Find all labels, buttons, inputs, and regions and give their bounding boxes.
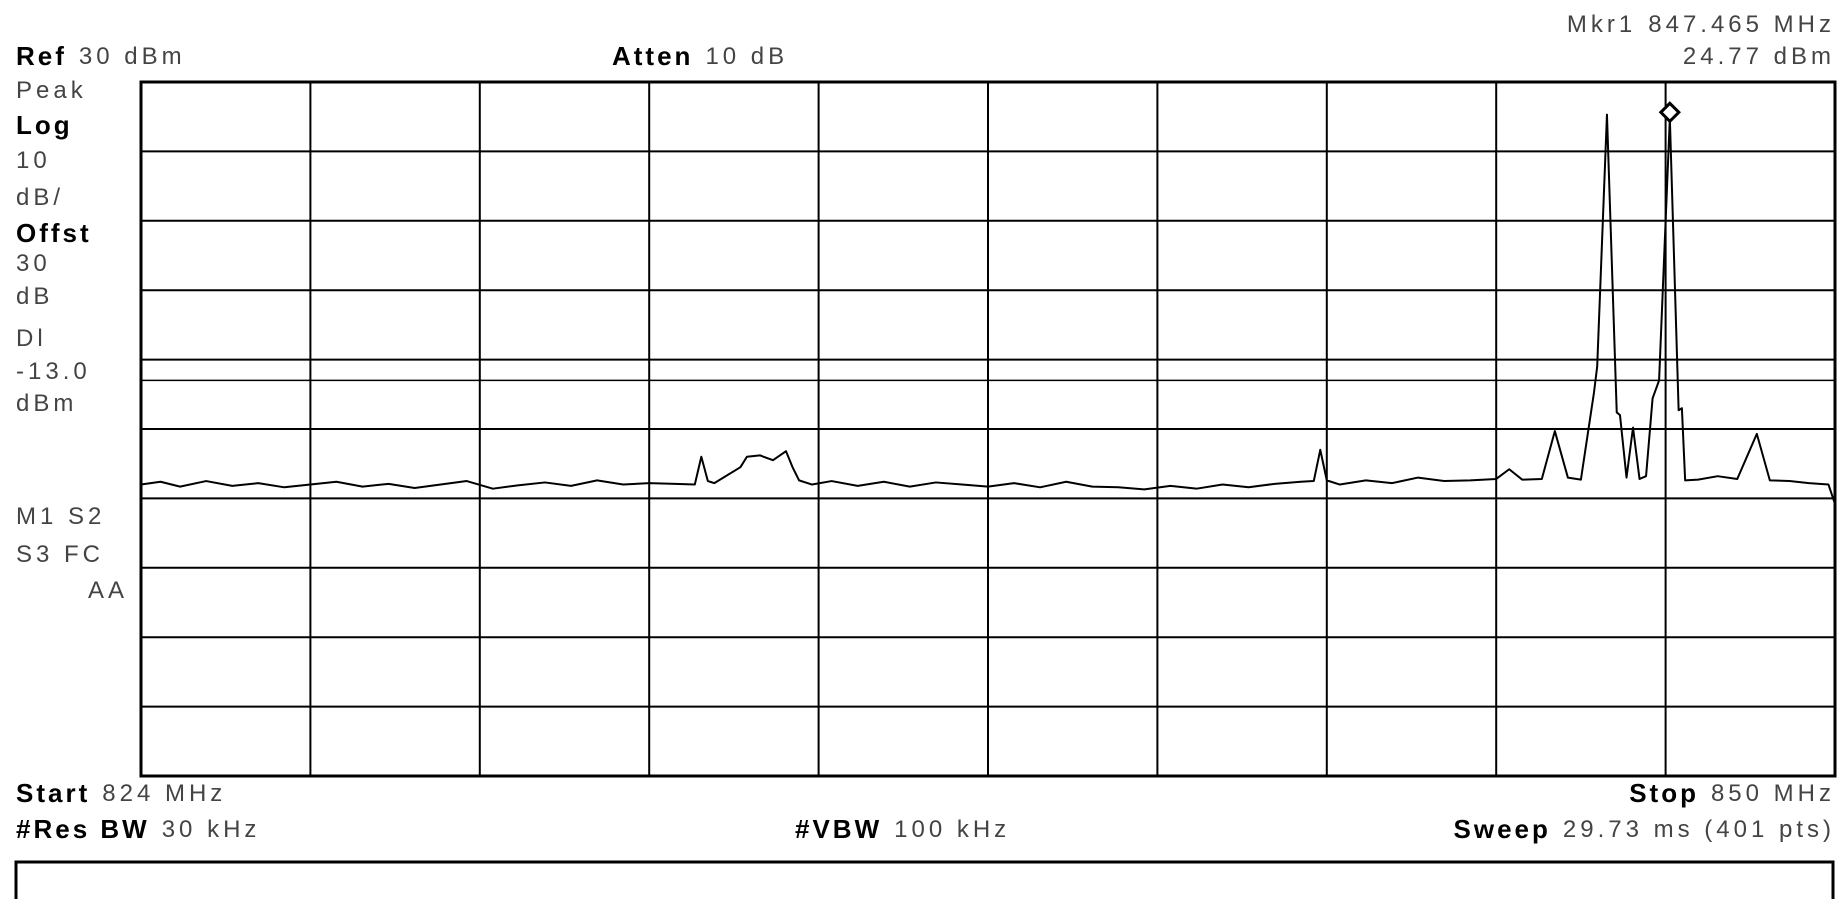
label: Log [16, 110, 73, 140]
trace [140, 113, 1836, 505]
label: Peak [16, 77, 87, 104]
label: Sweep 29.73 ms (401 pts) [1454, 814, 1835, 844]
label-name: Offst [16, 218, 92, 248]
label: 10 [16, 147, 51, 174]
label: -13.0 [16, 358, 91, 385]
label-name: Stop [1629, 778, 1699, 808]
label-value: 30 [16, 250, 51, 277]
label: Stop 850 MHz [1629, 778, 1835, 808]
plot-border [139, 80, 1837, 778]
label-name: #Res BW [16, 814, 150, 844]
label: Dl [16, 325, 47, 352]
label-value: 29.73 ms (401 pts) [1563, 816, 1835, 843]
label-value: AA [88, 577, 128, 604]
label-value: 10 dB [705, 43, 788, 70]
label: #VBW 100 kHz [795, 814, 1010, 844]
label-name: Ref [16, 41, 67, 71]
label-name: Start [16, 778, 90, 808]
label: 30 [16, 250, 51, 277]
label-value: 24.77 dBm [1683, 43, 1835, 70]
label-name: #VBW [795, 814, 882, 844]
label-value: S3 FC [16, 541, 104, 568]
label-value: 30 kHz [162, 816, 261, 843]
label-value: dB/ [16, 184, 64, 211]
label-value: -13.0 [16, 358, 91, 385]
label-value: dBm [16, 390, 77, 417]
label: Atten 10 dB [612, 41, 788, 71]
label: S3 FC [16, 541, 104, 568]
label-name: Atten [612, 41, 693, 71]
label: dBm [16, 390, 77, 417]
label: Start 824 MHz [16, 778, 226, 808]
label-value: dB [16, 283, 53, 310]
label: #Res BW 30 kHz [16, 814, 260, 844]
label-value: 824 MHz [102, 780, 226, 807]
label-value: Dl [16, 325, 47, 352]
label: 24.77 dBm [1683, 43, 1835, 70]
label: dB/ [16, 184, 64, 211]
label-value: Mkr1 [1567, 11, 1636, 38]
label-value: 847.465 MHz [1648, 11, 1835, 38]
label: AA [88, 577, 128, 604]
label: Mkr1 847.465 MHz [1567, 11, 1835, 38]
message-box [14, 860, 1835, 899]
label-value: Peak [16, 77, 87, 104]
label-value: 850 MHz [1711, 780, 1835, 807]
label: M1 S2 [16, 503, 105, 530]
marker-diamond [1658, 101, 1681, 124]
label-value: 10 [16, 147, 51, 174]
label: dB [16, 283, 53, 310]
label-value: 100 kHz [894, 816, 1010, 843]
label: Ref 30 dBm [16, 41, 186, 71]
label-value: M1 S2 [16, 503, 105, 530]
label: Offst [16, 218, 92, 248]
label-value: 30 dBm [79, 43, 186, 70]
label-name: Log [16, 110, 73, 140]
label-name: Sweep [1454, 814, 1551, 844]
